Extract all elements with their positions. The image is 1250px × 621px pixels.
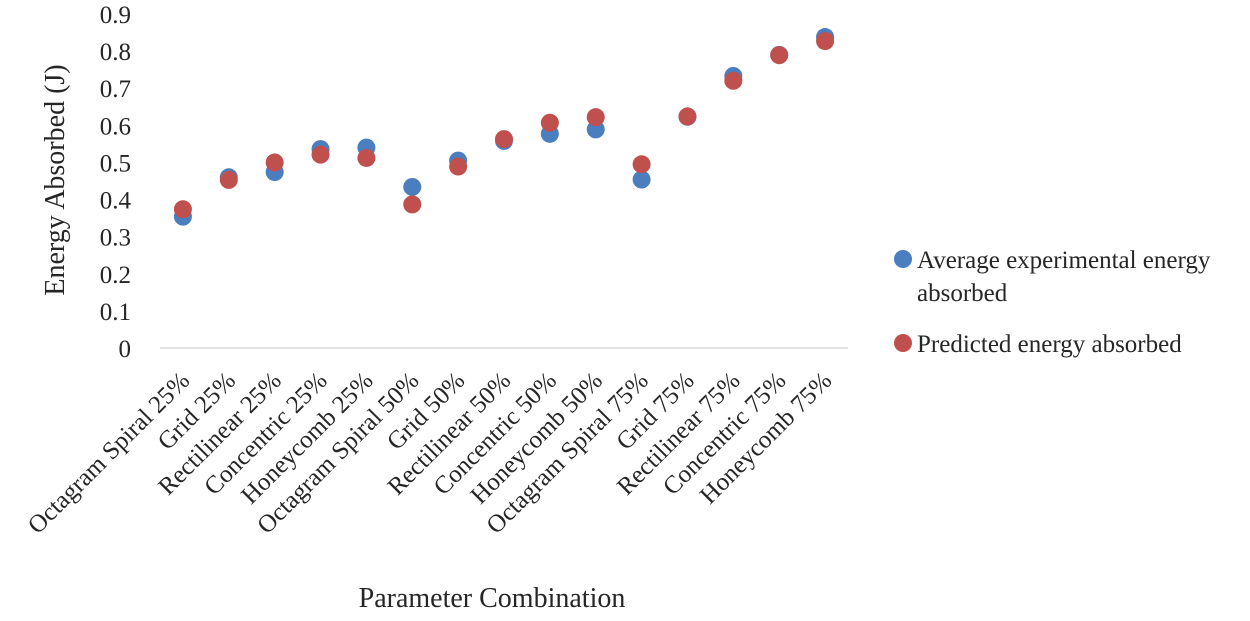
y-tick-label: 0.4: [100, 188, 132, 215]
predicted-point: [586, 108, 605, 127]
y-tick-label: 0: [119, 336, 132, 363]
legend-label: Average experimental energy: [917, 247, 1211, 274]
predicted-point: [724, 71, 743, 90]
y-tick-label: 0.1: [100, 299, 131, 326]
legend-marker: [894, 250, 912, 268]
legend-label: absorbed: [917, 280, 1008, 307]
series-2: [173, 32, 835, 219]
x-axis-title: Parameter Combination: [359, 583, 626, 614]
predicted-point: [449, 157, 468, 176]
predicted-point: [357, 148, 376, 167]
predicted-point: [632, 155, 651, 174]
y-tick-label: 0.9: [100, 2, 131, 29]
legend-label: Predicted energy absorbed: [917, 331, 1182, 358]
y-tick-label: 0.3: [100, 225, 131, 252]
predicted-point: [495, 130, 513, 149]
legend-marker: [894, 334, 912, 352]
y-tick-label: 0.6: [100, 113, 131, 140]
y-axis-ticks: 0 0.1 0.2 0.3 0.4 0.5 0.6 0.7 0.8 0.9: [100, 2, 132, 363]
experimental-point: [632, 170, 651, 189]
predicted-point: [540, 113, 559, 132]
series-1: [173, 28, 835, 226]
predicted-point: [311, 145, 330, 164]
y-tick-label: 0.8: [100, 39, 131, 66]
predicted-point: [816, 32, 835, 51]
legend: Average experimental energy absorbed Predi…: [894, 247, 1211, 358]
y-tick-label: 0.2: [100, 262, 131, 289]
y-tick-label: 0.5: [100, 150, 131, 177]
predicted-point: [403, 195, 422, 214]
y-axis-title: Energy Absorbed (J): [40, 64, 71, 295]
predicted-point: [173, 200, 192, 219]
x-axis-categories: Octagram Spiral 25%Grid 25%Rectilinear 2…: [23, 367, 837, 539]
experimental-point: [403, 177, 422, 196]
y-tick-label: 0.7: [100, 76, 131, 103]
predicted-point: [770, 46, 789, 65]
predicted-point: [265, 153, 284, 172]
legend-item: Average experimental energy absorbed: [894, 247, 1211, 307]
legend-item: Predicted energy absorbed: [894, 331, 1182, 358]
predicted-point: [219, 170, 238, 189]
predicted-point: [678, 107, 697, 126]
data-points: [173, 28, 835, 226]
